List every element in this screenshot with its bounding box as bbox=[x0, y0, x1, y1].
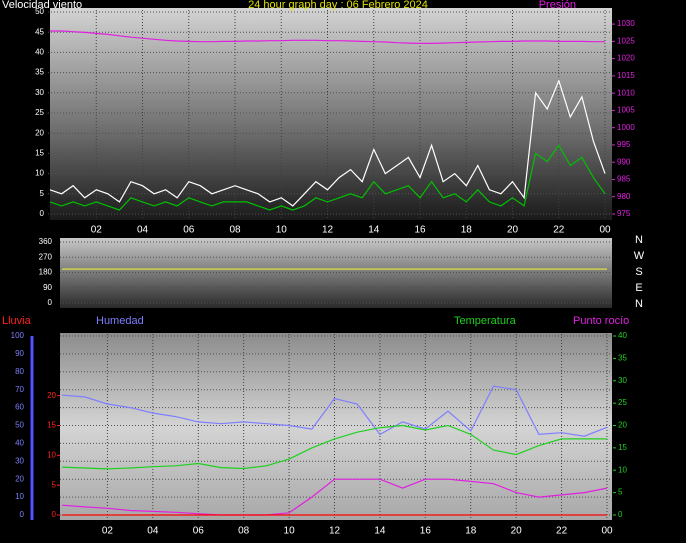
y-tick-label: 60 bbox=[15, 403, 24, 412]
x-tick-label: 22 bbox=[556, 526, 568, 537]
y-tick-label: 70 bbox=[15, 385, 24, 394]
y-tick-label: 10 bbox=[47, 450, 56, 459]
x-tick-label: 16 bbox=[420, 526, 432, 537]
y-tick-label: 180 bbox=[39, 268, 53, 277]
y-tick-label: 5 bbox=[618, 488, 623, 497]
direction-label: S bbox=[635, 266, 642, 278]
y-tick-label: 1000 bbox=[617, 123, 635, 132]
y-tick-label: 30 bbox=[35, 88, 44, 97]
y-tick-label: 975 bbox=[617, 209, 631, 218]
y-tick-label: 40 bbox=[35, 48, 44, 57]
x-tick-label: 12 bbox=[329, 526, 341, 537]
y-tick-label: 980 bbox=[617, 192, 631, 201]
y-tick-label: 0 bbox=[48, 298, 53, 307]
data-line bbox=[61, 424, 607, 470]
data-line bbox=[49, 78, 606, 207]
y-tick-label: 90 bbox=[15, 349, 24, 358]
y-tick-label: 5 bbox=[52, 480, 57, 489]
y-tick-label: 50 bbox=[35, 7, 44, 16]
direction-label: N bbox=[635, 298, 643, 310]
y-tick-label: 0 bbox=[20, 510, 25, 519]
y-tick-label: 20 bbox=[47, 391, 56, 400]
x-tick-label: 14 bbox=[368, 225, 380, 236]
axis-label: Velocidad viento bbox=[2, 0, 82, 11]
x-tick-label: 14 bbox=[374, 526, 386, 537]
y-tick-label: 985 bbox=[617, 175, 631, 184]
y-tick-label: 20 bbox=[618, 421, 627, 430]
axis-label: Presión bbox=[539, 0, 576, 11]
x-tick-label: 10 bbox=[276, 225, 288, 236]
x-tick-label: 10 bbox=[284, 526, 296, 537]
y-tick-label: 35 bbox=[618, 353, 627, 362]
y-tick-label: 15 bbox=[618, 443, 627, 452]
y-tick-label: 25 bbox=[618, 398, 627, 407]
x-tick-label: 20 bbox=[511, 526, 523, 537]
y-tick-label: 0 bbox=[40, 209, 45, 218]
x-tick-label: 12 bbox=[322, 225, 334, 236]
y-tick-label: 40 bbox=[618, 331, 627, 340]
legend-label: Temperatura bbox=[454, 315, 517, 327]
y-tick-label: 0 bbox=[618, 510, 623, 519]
y-tick-label: 40 bbox=[15, 439, 24, 448]
plot-area bbox=[60, 333, 612, 520]
y-tick-label: 45 bbox=[35, 27, 44, 36]
data-line bbox=[49, 144, 606, 211]
legend-label: Humedad bbox=[96, 315, 144, 327]
x-tick-label: 18 bbox=[465, 526, 477, 537]
y-tick-label: 10 bbox=[618, 465, 627, 474]
data-line bbox=[61, 478, 608, 516]
y-tick-label: 50 bbox=[15, 421, 24, 430]
y-tick-label: 1005 bbox=[617, 106, 635, 115]
x-tick-label: 06 bbox=[193, 526, 205, 537]
y-tick-label: 100 bbox=[11, 331, 25, 340]
x-tick-label: 00 bbox=[601, 526, 613, 537]
y-tick-label: 20 bbox=[15, 474, 24, 483]
x-tick-label: 00 bbox=[599, 225, 611, 236]
x-tick-label: 16 bbox=[414, 225, 426, 236]
y-tick-label: 0 bbox=[52, 510, 57, 519]
y-tick-label: 80 bbox=[15, 367, 24, 376]
x-tick-label: 08 bbox=[238, 526, 250, 537]
y-tick-label: 1030 bbox=[617, 19, 635, 28]
y-tick-label: 1015 bbox=[617, 71, 635, 80]
x-tick-label: 04 bbox=[137, 225, 149, 236]
y-tick-label: 995 bbox=[617, 140, 631, 149]
x-tick-label: 02 bbox=[91, 225, 103, 236]
y-tick-label: 25 bbox=[35, 108, 44, 117]
y-tick-label: 360 bbox=[39, 237, 53, 246]
y-tick-label: 20 bbox=[35, 128, 44, 137]
y-tick-label: 1025 bbox=[617, 36, 635, 45]
x-tick-label: 08 bbox=[229, 225, 241, 236]
direction-label: E bbox=[635, 282, 642, 294]
y-tick-label: 90 bbox=[43, 283, 52, 292]
x-tick-label: 18 bbox=[461, 225, 473, 236]
y-tick-label: 270 bbox=[39, 252, 53, 261]
y-tick-label: 1020 bbox=[617, 54, 635, 63]
plot-area bbox=[50, 8, 612, 220]
x-tick-label: 06 bbox=[183, 225, 195, 236]
x-tick-label: 22 bbox=[553, 225, 565, 236]
y-tick-label: 10 bbox=[15, 492, 24, 501]
direction-label: N bbox=[635, 234, 643, 246]
y-tick-label: 15 bbox=[47, 421, 56, 430]
direction-label: W bbox=[634, 250, 645, 262]
y-tick-label: 35 bbox=[35, 68, 44, 77]
data-line bbox=[50, 30, 605, 44]
y-tick-label: 10 bbox=[35, 169, 44, 178]
x-tick-label: 20 bbox=[507, 225, 519, 236]
data-line bbox=[61, 385, 608, 437]
legend-label: Punto rocío bbox=[573, 315, 629, 327]
y-tick-label: 990 bbox=[617, 157, 631, 166]
x-tick-label: 04 bbox=[147, 526, 159, 537]
x-tick-label: 02 bbox=[102, 526, 114, 537]
y-tick-label: 30 bbox=[15, 456, 24, 465]
y-tick-label: 15 bbox=[35, 149, 44, 158]
y-tick-label: 30 bbox=[618, 376, 627, 385]
legend-label: Lluvia bbox=[2, 315, 32, 327]
chart-title: 24 hour graph day : 06 Febrero 2024 bbox=[248, 0, 428, 11]
y-tick-label: 5 bbox=[40, 189, 45, 198]
y-tick-label: 1010 bbox=[617, 88, 635, 97]
